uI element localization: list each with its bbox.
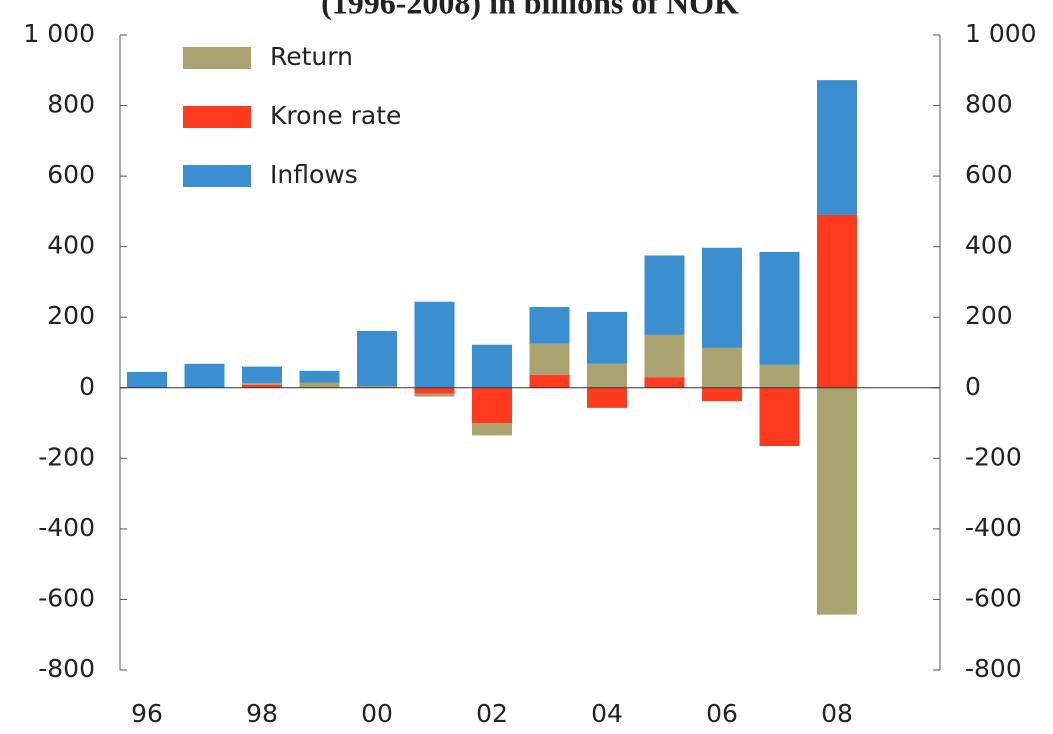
y2-tick-label: 600	[965, 160, 1013, 189]
bar-segment	[644, 334, 685, 378]
y2-tick-label: 800	[965, 90, 1013, 119]
bar-segment	[299, 382, 340, 388]
bar-segment	[587, 387, 627, 408]
y2-tick-label: -600	[965, 583, 1022, 612]
bar-segment	[644, 255, 685, 335]
bar-segment	[644, 377, 685, 388]
bar-segment	[357, 386, 397, 388]
y2-tick-label: 400	[965, 231, 1013, 260]
y2-tick-label: -800	[965, 654, 1022, 683]
y-tick-label: 0	[79, 372, 95, 401]
bar-segment	[702, 247, 742, 348]
bar-segment	[817, 387, 857, 615]
legend-label: Return	[270, 42, 353, 71]
y2-tick-label: 1 000	[965, 19, 1037, 48]
y-tick-label: -200	[38, 442, 95, 471]
x-tick-label: 00	[361, 699, 393, 728]
bar-segment	[702, 387, 742, 402]
y2-tick-label: -400	[965, 513, 1022, 542]
y-tick-label: 400	[47, 231, 95, 260]
bar-segment	[414, 301, 455, 388]
bar-segment	[184, 363, 225, 388]
legend-swatch	[183, 165, 251, 187]
y-tick-label: 1 000	[23, 19, 95, 48]
bar-segment	[127, 371, 167, 388]
legend-label: Inflows	[270, 160, 358, 189]
y-tick-label: 600	[47, 160, 95, 189]
bar-segment	[242, 366, 282, 384]
x-tick-label: 02	[476, 699, 508, 728]
bar-segment	[529, 343, 570, 375]
x-tick-label: 98	[246, 699, 278, 728]
bar-segment	[759, 251, 800, 365]
y2-tick-label: -200	[965, 442, 1022, 471]
bar-segment	[587, 311, 627, 364]
y-tick-label: -400	[38, 513, 95, 542]
bar-segment	[759, 364, 800, 388]
bar-segment	[414, 387, 455, 394]
legend-swatch	[183, 47, 251, 69]
legend-swatch	[183, 106, 251, 128]
bar-segment	[759, 387, 800, 446]
y2-tick-label: 0	[965, 372, 981, 401]
bar-segment	[242, 384, 282, 388]
chart-title: (1996-2008) in billions of NOK	[321, 0, 739, 20]
bar-segment	[472, 387, 512, 424]
bar-segment	[817, 80, 857, 215]
bar-segment	[529, 306, 570, 344]
y-tick-label: -600	[38, 583, 95, 612]
bar-segment	[702, 347, 742, 388]
bar-segment	[299, 370, 340, 383]
y-tick-label: 800	[47, 90, 95, 119]
x-tick-label: 08	[821, 699, 853, 728]
x-tick-label: 96	[131, 699, 163, 728]
bar-segment	[817, 214, 857, 388]
bar-segment	[587, 363, 627, 388]
bar-segment	[472, 344, 512, 388]
y-tick-label: 200	[47, 301, 95, 330]
x-tick-label: 04	[591, 699, 623, 728]
x-tick-label: 06	[706, 699, 738, 728]
y-tick-label: -800	[38, 654, 95, 683]
legend-label: Krone rate	[270, 101, 401, 130]
bar-segment	[529, 374, 570, 388]
bar-segment	[357, 330, 397, 387]
bar-segment	[472, 423, 512, 436]
bar-segment	[242, 383, 282, 385]
y2-tick-label: 200	[965, 301, 1013, 330]
bar-segment	[414, 393, 455, 397]
